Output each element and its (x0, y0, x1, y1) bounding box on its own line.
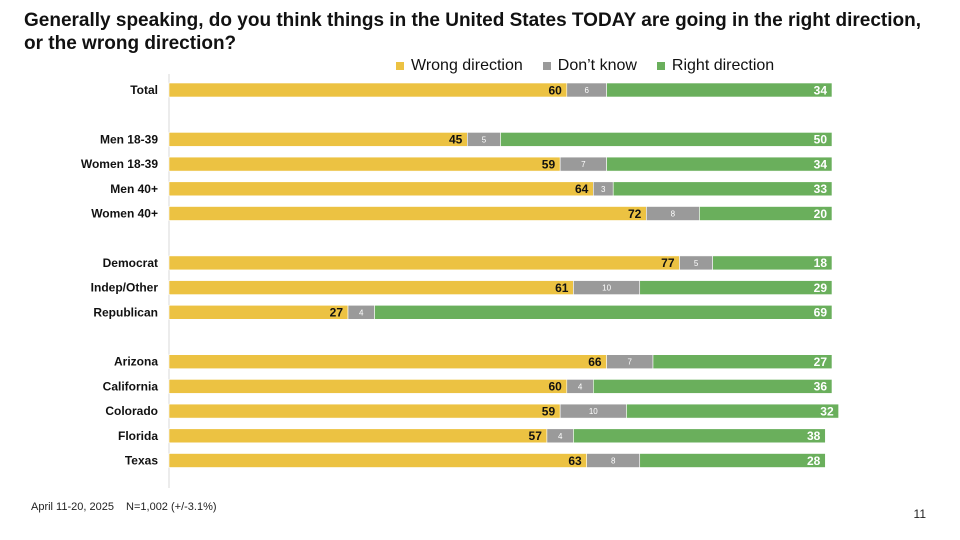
bar-right-democrat (712, 255, 833, 271)
bar-wrong-colorado (168, 403, 561, 419)
data-label-wrong-california: 60 (548, 380, 562, 394)
category-label-arizona: Arizona (114, 355, 158, 369)
category-label-indep-other: Indep/Other (91, 281, 159, 295)
data-label-dont-know-women-40: 8 (671, 210, 676, 219)
data-label-dont-know-colorado: 10 (589, 407, 598, 416)
category-label-men-40: Men 40+ (110, 182, 158, 196)
data-label-wrong-colorado: 59 (542, 404, 556, 418)
bar-right-colorado (626, 403, 839, 419)
data-label-dont-know-men-18-39: 5 (482, 135, 487, 144)
legend-swatch-wrong (396, 62, 404, 70)
bar-wrong-indep-other (168, 280, 574, 295)
bar-wrong-men-18-39 (168, 132, 468, 147)
data-label-dont-know-democrat: 5 (694, 259, 699, 268)
data-label-dont-know-republican: 4 (359, 308, 364, 317)
data-label-wrong-indep-other: 61 (555, 281, 569, 295)
data-label-right-men-18-39: 50 (814, 133, 828, 147)
data-label-right-florida: 38 (807, 429, 821, 443)
data-label-right-total: 34 (814, 83, 828, 97)
data-label-wrong-women-18-39: 59 (542, 157, 556, 171)
bar-wrong-arizona (168, 354, 607, 370)
data-label-right-democrat: 18 (814, 256, 828, 270)
category-label-women-40: Women 40+ (91, 207, 158, 221)
bar-right-total (606, 82, 833, 98)
category-label-total: Total (130, 83, 158, 97)
data-label-right-men-40: 33 (814, 182, 828, 196)
legend-item-dont-know: Don’t know (542, 57, 637, 75)
bar-right-california (593, 379, 833, 394)
bar-wrong-women-40 (168, 206, 647, 221)
data-label-wrong-texas: 63 (568, 454, 582, 468)
legend-label-right: Right direction (671, 57, 775, 74)
legend: Wrong direction Don’t know Right directi… (396, 57, 774, 75)
category-label-democrat: Democrat (103, 256, 158, 270)
bar-right-arizona (652, 354, 833, 370)
bar-wrong-florida (168, 428, 548, 444)
data-label-dont-know-women-18-39: 7 (581, 160, 586, 169)
data-label-right-women-40: 20 (814, 207, 828, 221)
data-label-wrong-democrat: 77 (661, 256, 675, 270)
data-label-dont-know-total: 6 (584, 86, 589, 95)
data-label-right-colorado: 32 (820, 404, 834, 418)
data-label-wrong-arizona: 66 (588, 355, 602, 369)
chart-title: Generally speaking, do you think things … (24, 9, 924, 55)
data-label-dont-know-men-40: 3 (601, 185, 606, 194)
bar-right-republican (374, 304, 833, 320)
category-label-florida: Florida (118, 429, 158, 443)
bar-right-men-40 (612, 181, 833, 197)
footer-sample: N=1,002 (+/-3.1%) (126, 501, 217, 513)
data-label-right-texas: 28 (807, 454, 821, 468)
bar-wrong-men-40 (168, 181, 594, 197)
bar-right-men-18-39 (500, 132, 833, 147)
category-label-republican: Republican (93, 305, 158, 319)
data-label-right-indep-other: 29 (814, 281, 828, 295)
legend-item-wrong: Wrong direction (396, 57, 523, 75)
category-label-california: California (103, 379, 159, 393)
legend-swatch-right (656, 62, 665, 70)
footer-dates: April 11-20, 2025 (31, 501, 114, 513)
legend-label-wrong: Wrong direction (411, 57, 523, 74)
bar-right-texas (639, 453, 826, 468)
bar-wrong-democrat (168, 255, 680, 271)
category-label-men-18-39: Men 18-39 (100, 132, 158, 146)
data-label-wrong-men-18-39: 45 (449, 133, 463, 147)
title-line-2: or the wrong direction? (24, 33, 237, 54)
data-label-dont-know-arizona: 7 (628, 358, 633, 367)
data-label-wrong-men-40: 64 (575, 182, 589, 196)
bar-wrong-texas (168, 453, 587, 468)
data-label-right-women-18-39: 34 (814, 157, 828, 171)
bar-right-women-40 (699, 206, 833, 221)
data-label-dont-know-texas: 8 (611, 457, 616, 466)
category-label-women-18-39: Women 18-39 (81, 157, 158, 171)
bar-wrong-republican (168, 304, 349, 320)
footer: April 11-20, 2025 N=1,002 (+/-3.1%) (31, 501, 226, 513)
data-label-right-california: 36 (814, 380, 828, 394)
data-label-wrong-total: 60 (548, 83, 562, 97)
data-label-wrong-florida: 57 (529, 429, 543, 443)
data-label-wrong-women-40: 72 (628, 207, 642, 221)
bar-right-indep-other (639, 280, 833, 295)
bar-wrong-total (168, 82, 568, 98)
bar-wrong-women-18-39 (168, 156, 561, 172)
data-label-dont-know-florida: 4 (558, 432, 563, 441)
bar-right-women-18-39 (606, 156, 833, 172)
bar-wrong-california (168, 379, 568, 394)
page-number: 11 (913, 507, 926, 521)
bar-right-florida (573, 428, 826, 444)
category-label-colorado: Colorado (105, 404, 158, 418)
legend-item-right: Right direction (656, 57, 775, 75)
legend-swatch-dont-know (542, 62, 551, 70)
category-label-texas: Texas (125, 454, 158, 468)
data-label-wrong-republican: 27 (330, 306, 344, 320)
data-label-right-arizona: 27 (814, 355, 828, 369)
data-label-right-republican: 69 (814, 306, 828, 320)
legend-label-dont-know: Don’t know (557, 57, 637, 74)
data-label-dont-know-indep-other: 10 (602, 284, 611, 293)
title-line-1: Generally speaking, do you think things … (24, 10, 921, 31)
data-label-dont-know-california: 4 (578, 382, 583, 391)
